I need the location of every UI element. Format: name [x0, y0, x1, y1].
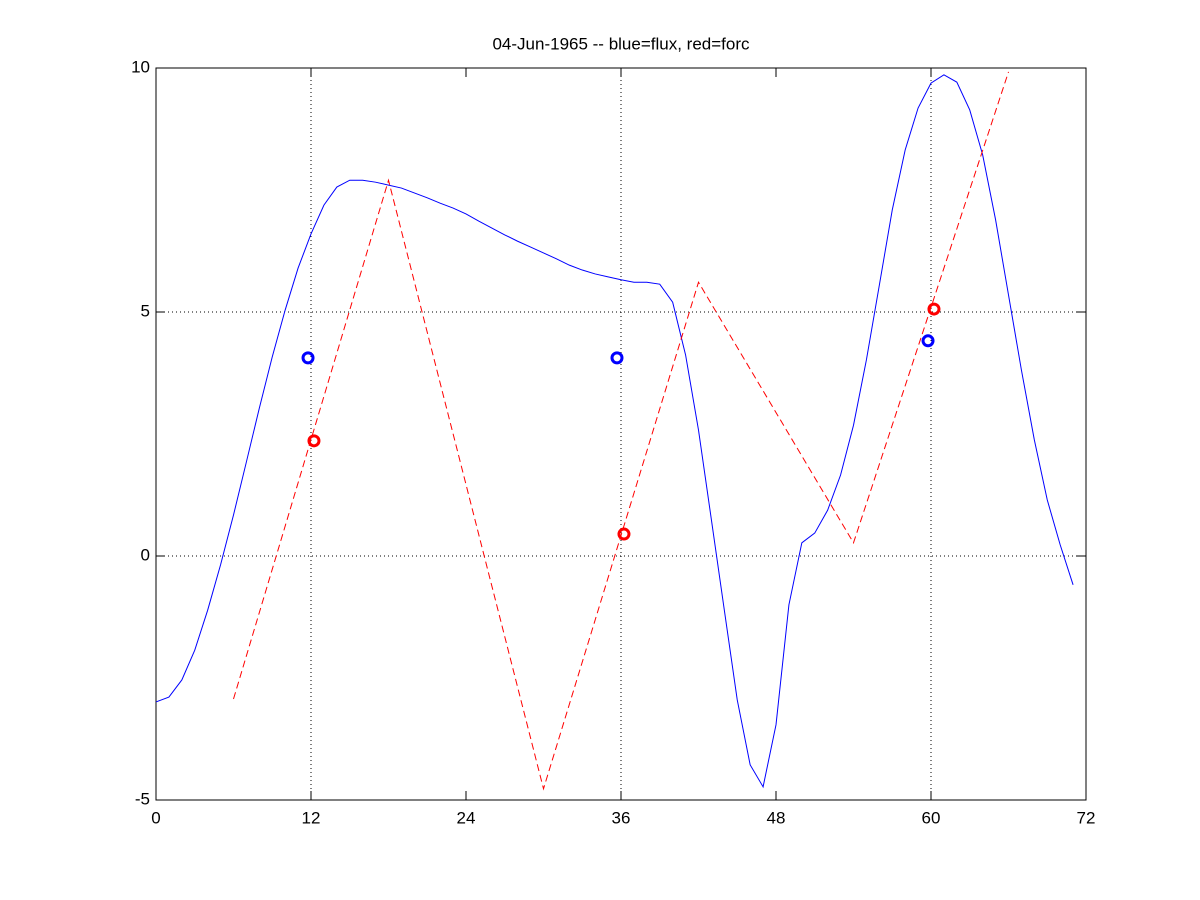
- marker: [617, 527, 631, 541]
- plot-frame: [155, 67, 1087, 801]
- marker: [301, 351, 315, 365]
- marker: [307, 434, 321, 448]
- marker: [610, 351, 624, 365]
- y-tick-label: 5: [141, 301, 150, 320]
- line: [233, 71, 1009, 791]
- x-tick-label: 12: [302, 808, 321, 827]
- x-tick-label: 0: [151, 808, 160, 827]
- x-tick-label: 24: [457, 808, 476, 827]
- marker: [921, 334, 935, 348]
- y-tick-label: 10: [131, 57, 150, 76]
- y-tick-label: -5: [135, 789, 150, 808]
- x-tick-label: 72: [1077, 808, 1096, 827]
- x-tick-label: 60: [922, 808, 941, 827]
- chart-title: 04-Jun-1965 -- blue=flux, red=forc: [492, 34, 750, 53]
- marker: [927, 302, 941, 316]
- y-tick-label: 0: [141, 545, 150, 564]
- x-tick-label: 48: [767, 808, 786, 827]
- line: [155, 74, 1074, 789]
- x-tick-label: 36: [612, 808, 631, 827]
